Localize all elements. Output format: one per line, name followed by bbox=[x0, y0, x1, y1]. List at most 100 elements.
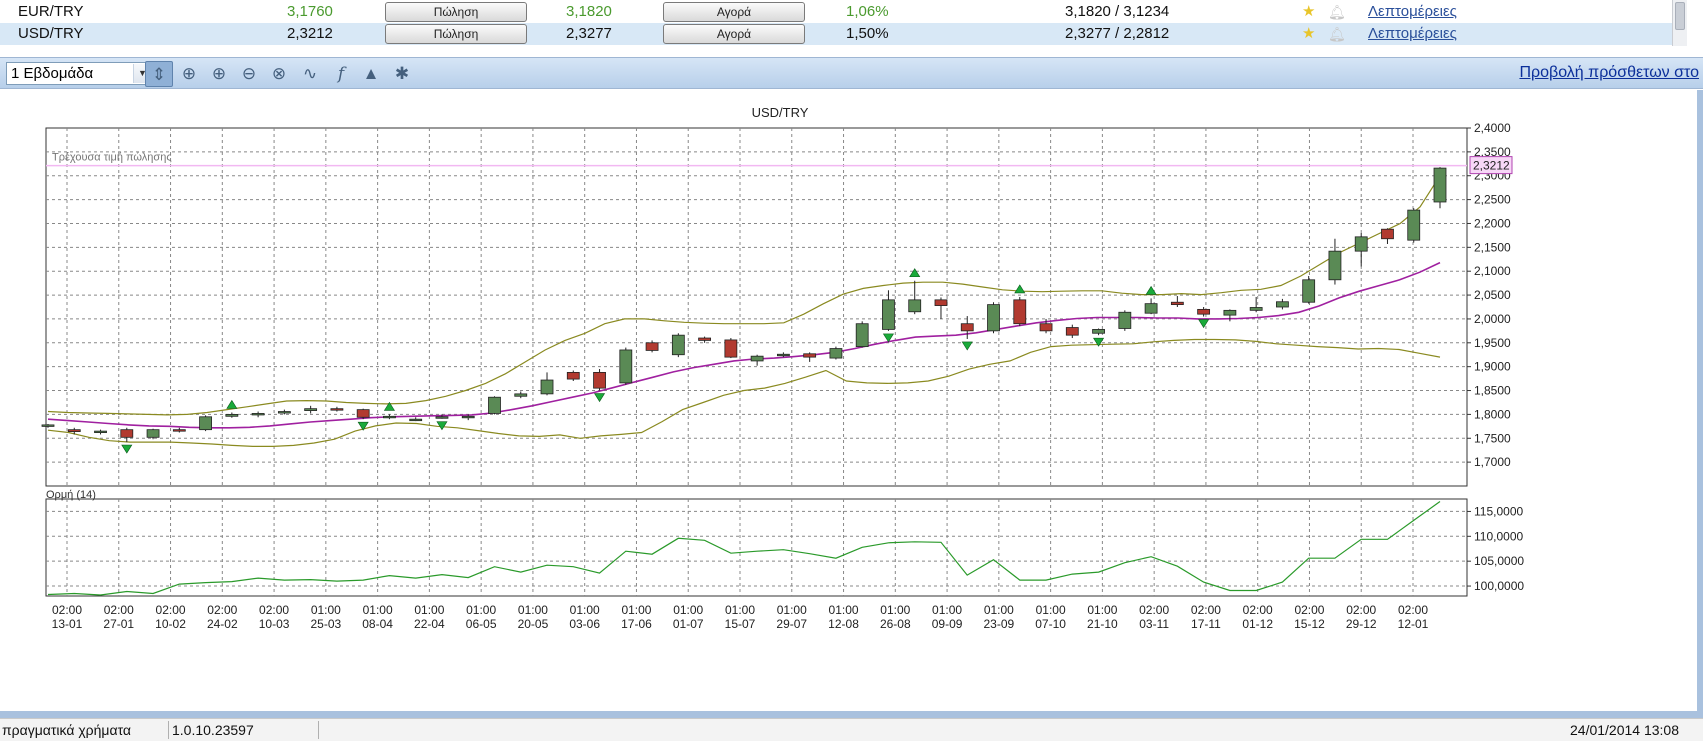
x-tick-label-time: 02:00 bbox=[1294, 603, 1324, 617]
signal-down-arrow bbox=[436, 421, 448, 431]
x-tick-label-time: 02:00 bbox=[1139, 603, 1169, 617]
x-tick-label-time: 01:00 bbox=[414, 603, 444, 617]
signal-up-arrow bbox=[909, 268, 921, 278]
candle-up bbox=[619, 349, 633, 384]
favorite-star-icon[interactable]: ★ bbox=[1302, 3, 1316, 20]
y-tick-label: 1,7000 bbox=[1474, 455, 1511, 469]
x-tick-label-date: 01-12 bbox=[1242, 617, 1273, 631]
x-tick-label-time: 02:00 bbox=[52, 603, 82, 617]
candle-down bbox=[1013, 299, 1027, 325]
y-tick-label: 105,0000 bbox=[1474, 554, 1524, 568]
status-divider bbox=[168, 721, 169, 739]
x-tick-label-time: 01:00 bbox=[932, 603, 962, 617]
crosshair-icon[interactable]: ⊕ bbox=[181, 64, 197, 83]
candle-up bbox=[855, 323, 869, 348]
candle-down bbox=[566, 371, 580, 380]
x-tick-label-time: 01:00 bbox=[621, 603, 651, 617]
cursor-icon[interactable]: ⇕ bbox=[145, 61, 173, 87]
momentum-title: Ορμή (14) bbox=[46, 489, 96, 501]
signal-down-arrow bbox=[357, 421, 369, 431]
candle-down bbox=[172, 429, 186, 432]
candle-down bbox=[120, 429, 134, 438]
settings-gear-icon[interactable]: ✱ bbox=[394, 64, 410, 83]
candle-up bbox=[277, 411, 291, 414]
quote-row-eurtry[interactable]: EUR/TRY 3,1760 Πώληση 3,1820 Αγορά 1,06%… bbox=[0, 1, 1672, 23]
candle-down bbox=[960, 323, 974, 332]
x-tick-label-date: 07-10 bbox=[1035, 617, 1066, 631]
candle-up bbox=[1354, 236, 1368, 252]
x-tick-label-time: 02:00 bbox=[207, 603, 237, 617]
candle-down bbox=[724, 339, 738, 358]
candle-up bbox=[304, 408, 318, 411]
x-tick-label-time: 02:00 bbox=[1398, 603, 1428, 617]
x-tick-label-time: 01:00 bbox=[880, 603, 910, 617]
candle-up bbox=[750, 355, 764, 362]
x-tick-label-date: 10-02 bbox=[155, 617, 186, 631]
x-tick-label-time: 01:00 bbox=[466, 603, 496, 617]
candle-down bbox=[698, 337, 712, 341]
y-tick-label: 1,8500 bbox=[1474, 384, 1511, 398]
x-tick-label-date: 08-04 bbox=[362, 617, 393, 631]
favorite-star-icon[interactable]: ★ bbox=[1302, 25, 1316, 42]
bollinger-lower-line bbox=[47, 338, 1441, 447]
sell-button[interactable]: Πώληση bbox=[385, 2, 527, 22]
x-tick-label-date: 23-09 bbox=[983, 617, 1014, 631]
x-tick-label-date: 10-03 bbox=[259, 617, 290, 631]
y-tick-label: 2,1500 bbox=[1474, 240, 1511, 254]
candle-up bbox=[251, 413, 265, 416]
x-tick-label-date: 24-02 bbox=[207, 617, 238, 631]
signal-down-arrow bbox=[121, 444, 133, 454]
buy-button[interactable]: Αγορά bbox=[663, 2, 805, 22]
indicator-function-icon[interactable]: f bbox=[337, 64, 345, 84]
zoom-out-icon[interactable]: ⊖ bbox=[241, 64, 257, 83]
x-tick-label-date: 15-07 bbox=[725, 617, 756, 631]
x-tick-label-time: 01:00 bbox=[1087, 603, 1117, 617]
candle-down bbox=[803, 353, 817, 358]
sell-button[interactable]: Πώληση bbox=[385, 24, 527, 44]
candle-up bbox=[776, 353, 790, 357]
candle-up bbox=[987, 304, 1000, 332]
x-tick-label-time: 01:00 bbox=[984, 603, 1014, 617]
x-tick-label-time: 02:00 bbox=[156, 603, 186, 617]
x-tick-label-time: 01:00 bbox=[777, 603, 807, 617]
alert-bell-icon[interactable]: 🔔︎ bbox=[1328, 4, 1346, 20]
period-value: 1 Εβδομάδα bbox=[11, 65, 94, 82]
line-chart-icon[interactable]: ∿ bbox=[302, 64, 318, 83]
candle-up bbox=[1302, 279, 1316, 303]
candle-up bbox=[41, 424, 55, 427]
zoom-in-icon[interactable]: ⊕ bbox=[211, 64, 227, 83]
scrollbar-thumb[interactable] bbox=[1675, 2, 1685, 30]
y-tick-label: 2,2000 bbox=[1474, 216, 1511, 230]
x-tick-label-time: 01:00 bbox=[1036, 603, 1066, 617]
x-tick-label-date: 20-05 bbox=[518, 617, 549, 631]
x-tick-label-time: 02:00 bbox=[1243, 603, 1273, 617]
candle-up bbox=[1118, 311, 1132, 329]
candle-down bbox=[330, 408, 344, 411]
zoom-reset-icon[interactable]: ⊗ bbox=[271, 64, 287, 83]
chart-area[interactable]: USD/TRY 02:00 13-01 02:00 27-01 02:00 10-02 02:… bbox=[0, 90, 1703, 718]
x-tick-label-date: 13-01 bbox=[52, 617, 83, 631]
period-select[interactable]: 1 Εβδομάδα ▼ bbox=[6, 62, 153, 85]
alert-bell-icon[interactable]: 🔔︎ bbox=[1328, 26, 1346, 42]
quote-row-usdtry[interactable]: USD/TRY 2,3212 Πώληση 2,3277 Αγορά 1,50%… bbox=[0, 23, 1672, 45]
candle-up bbox=[1144, 303, 1158, 314]
quotes-scrollbar[interactable] bbox=[1672, 0, 1687, 46]
details-link[interactable]: Λεπτομέρειες bbox=[1368, 3, 1457, 20]
more-info-link[interactable]: Προβολή πρόσθετων στο bbox=[1519, 64, 1699, 81]
candle-down bbox=[1381, 228, 1394, 240]
alert-bell-icon[interactable]: ▲ bbox=[362, 64, 380, 83]
sell-price: 3,1760 bbox=[287, 3, 333, 20]
x-tick-label-time: 01:00 bbox=[311, 603, 341, 617]
y-tick-label: 100,0000 bbox=[1474, 579, 1524, 593]
chart-svg[interactable]: USD/TRY02:0013-0102:0027-0102:0010-0202:… bbox=[0, 90, 1703, 718]
buy-button[interactable]: Αγορά bbox=[663, 24, 805, 44]
chart-frame-right bbox=[1697, 90, 1703, 718]
details-link[interactable]: Λεπτομέρειες bbox=[1368, 25, 1457, 42]
candle-up bbox=[1407, 209, 1421, 241]
signal-down-arrow bbox=[594, 393, 606, 403]
candle-up bbox=[199, 416, 212, 431]
y-tick-label: 2,2500 bbox=[1474, 193, 1511, 207]
account-mode: πραγματικά χρήματα bbox=[2, 722, 132, 738]
candle-up bbox=[1276, 301, 1289, 308]
